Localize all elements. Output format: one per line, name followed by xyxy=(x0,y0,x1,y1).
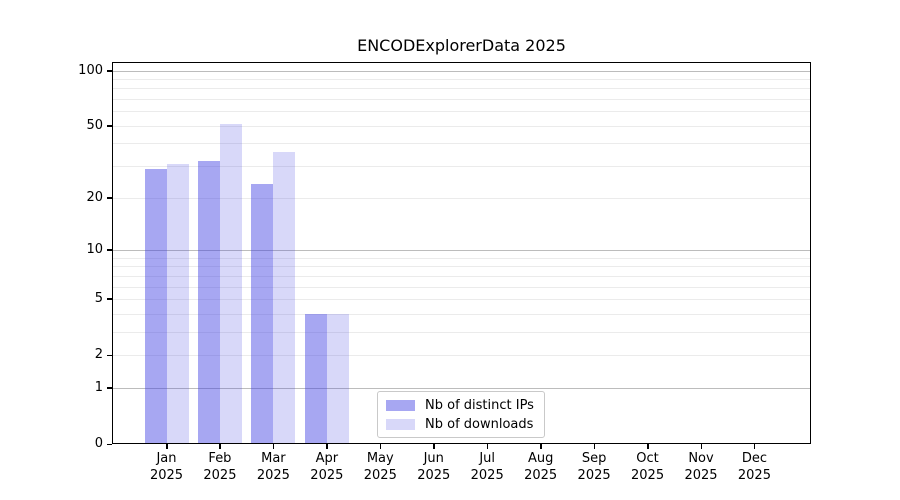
y-axis-tick xyxy=(107,354,112,357)
chart-title: ENCODExplorerData 2025 xyxy=(357,36,566,55)
minor-gridline xyxy=(113,99,810,101)
x-axis-tick xyxy=(326,444,328,449)
minor-gridline xyxy=(113,331,810,333)
legend-label-distinct-ips: Nb of distinct IPs xyxy=(425,397,534,413)
x-axis-tick xyxy=(647,444,649,449)
minor-gridline xyxy=(113,313,810,315)
y-axis-tick-label: 100 xyxy=(78,62,103,78)
bar-downloads-apr xyxy=(326,313,349,443)
minor-gridline xyxy=(113,257,810,259)
x-axis-tick xyxy=(486,444,489,449)
x-axis-tick xyxy=(753,444,756,449)
major-gridline xyxy=(113,249,810,251)
x-axis-tick-label: Sep 2025 xyxy=(577,451,611,483)
bar-downloads-jan xyxy=(166,163,189,443)
major-gridline xyxy=(113,70,810,72)
x-axis-tick-label: Jul 2025 xyxy=(470,451,504,483)
y-axis-tick-label: 0 xyxy=(94,436,103,451)
minor-gridline xyxy=(113,125,810,127)
legend-swatch-downloads xyxy=(386,418,415,430)
y-axis-tick-label: 50 xyxy=(86,117,103,133)
x-axis-tick-label: May 2025 xyxy=(363,451,397,483)
y-axis-tick xyxy=(107,443,112,445)
minor-gridline xyxy=(113,286,810,288)
bar-distinct-ips-apr xyxy=(304,313,327,443)
x-axis-tick xyxy=(379,444,382,449)
y-axis-tick-label: 20 xyxy=(86,189,103,205)
bar-distinct-ips-feb xyxy=(197,161,220,443)
x-axis-tick-label: Jun 2025 xyxy=(417,451,451,483)
y-axis-tick xyxy=(107,298,112,300)
minor-gridline xyxy=(113,143,810,145)
bar-distinct-ips-mar xyxy=(251,183,274,443)
minor-gridline xyxy=(113,166,810,168)
x-axis-tick xyxy=(272,444,275,449)
minor-gridline xyxy=(113,275,810,277)
minor-gridline xyxy=(113,355,810,357)
minor-gridline xyxy=(113,111,810,113)
minor-gridline xyxy=(113,197,810,199)
y-axis-tick xyxy=(107,70,112,72)
x-axis-tick xyxy=(219,444,221,449)
bar-downloads-mar xyxy=(273,151,296,443)
x-axis-tick xyxy=(540,444,542,449)
x-axis-tick xyxy=(166,444,168,449)
y-axis-tick xyxy=(107,197,112,199)
x-axis-tick xyxy=(700,444,702,449)
minor-gridline xyxy=(113,88,810,90)
y-axis-tick xyxy=(107,125,112,127)
legend-entry: Nb of downloads xyxy=(386,417,544,432)
y-axis-tick-label: 2 xyxy=(94,347,103,363)
x-axis-tick-label: Mar 2025 xyxy=(256,451,290,483)
x-axis-tick-label: Jan 2025 xyxy=(149,451,184,483)
y-axis-tick xyxy=(107,249,112,251)
legend-label-downloads: Nb of downloads xyxy=(425,416,534,432)
minor-gridline xyxy=(113,298,810,300)
x-axis-tick-label: Apr 2025 xyxy=(310,451,344,483)
x-axis-tick-label: Feb 2025 xyxy=(203,451,237,483)
x-axis-tick xyxy=(433,444,435,449)
plot-area xyxy=(112,62,811,444)
legend-swatch-distinct-ips xyxy=(386,399,415,411)
minor-gridline xyxy=(113,78,810,80)
y-axis-tick-label: 1 xyxy=(94,379,103,395)
y-axis-tick xyxy=(107,387,112,389)
bar-downloads-feb xyxy=(219,124,242,443)
y-axis-tick-label: 10 xyxy=(86,241,103,257)
x-axis-tick xyxy=(593,444,596,449)
minor-gridline xyxy=(113,266,810,268)
x-axis-tick-label: Dec 2025 xyxy=(737,451,771,483)
bar-distinct-ips-jan xyxy=(144,168,167,443)
x-axis-tick-label: Oct 2025 xyxy=(631,451,665,483)
y-axis-tick-label: 5 xyxy=(94,290,103,306)
x-axis-tick-label: Aug 2025 xyxy=(524,451,558,483)
legend-entry: Nb of distinct IPs xyxy=(386,398,544,413)
x-axis-tick-label: Nov 2025 xyxy=(684,451,718,483)
major-gridline xyxy=(113,387,810,389)
legend: Nb of distinct IPs Nb of downloads xyxy=(377,391,545,438)
